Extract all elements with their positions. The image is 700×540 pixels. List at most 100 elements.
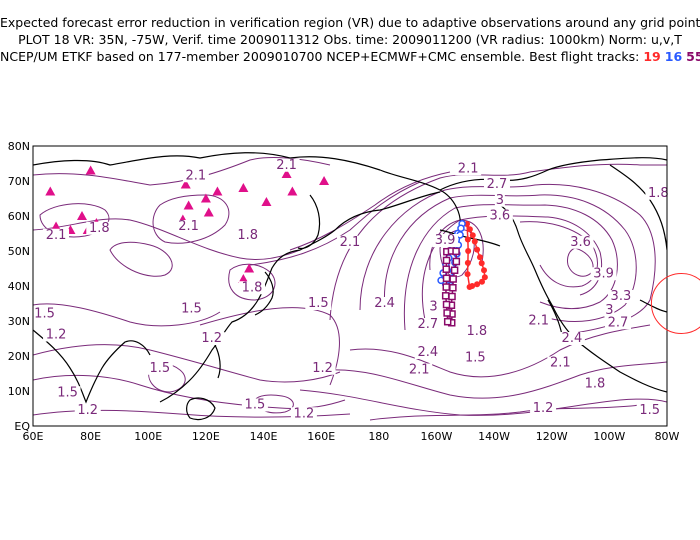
verification-region-circle [650, 273, 700, 334]
flight-track-point [466, 226, 473, 233]
contour-label-bg [241, 398, 268, 412]
contour-label: 1.5 [149, 361, 170, 376]
contour-label-bg [305, 297, 332, 310]
flight-track-point [443, 309, 451, 317]
contour-label: 2.1 [528, 314, 549, 329]
flight-track-point [469, 232, 476, 239]
coastlines [33, 152, 667, 421]
contour-label-bg [463, 325, 490, 338]
coastline-kamchatka [297, 194, 321, 250]
contour-label: 1.8 [242, 280, 263, 295]
contour-label: 1.2 [294, 406, 315, 421]
contour-label: 1.2 [46, 328, 67, 343]
flight-track-point [443, 317, 452, 326]
contour-label: 2.7 [487, 177, 508, 192]
contour-labels: 2.1 2.1 2.1 1.8 2.1 1.8 2.1 1.8 1.5 1.5 1.5 1.2 1.2 1… [31, 158, 672, 421]
flight-track-point [448, 292, 456, 301]
latitude-labels: 80N 70N 60N 50N 40N 30N 20N 10N EQ [8, 140, 31, 433]
contour-label-bg [74, 403, 101, 417]
plot-header: Expected forecast error reduction in ver… [0, 14, 700, 65]
contour-label-bg [175, 220, 202, 233]
contour-label: 3 [496, 193, 504, 208]
contour-2-1-south [349, 324, 651, 378]
contour-label-bg [43, 228, 70, 242]
contour-label-bg [414, 318, 441, 331]
contour-label-bg [31, 307, 58, 321]
contour-3-6-east [519, 221, 598, 288]
contour-label-bg [605, 316, 632, 330]
flight-track-point [449, 275, 457, 283]
contour-label-bg [432, 234, 459, 247]
lon-label: 100E [134, 430, 162, 443]
flight-track-point [464, 259, 471, 266]
coastline-gulf [639, 299, 667, 313]
contour-label-bg [239, 281, 266, 295]
lat-label: 40N [8, 280, 30, 293]
observation-triangle-marker [244, 263, 255, 273]
lon-label: 100W [593, 430, 625, 443]
contour-label-bg [54, 386, 81, 400]
contour-label: 1.8 [585, 377, 606, 392]
contour-3-9-east [567, 247, 594, 277]
lon-label: 180 [368, 430, 389, 443]
flight-track-point [466, 284, 473, 291]
flight-track-55 [441, 247, 461, 327]
contour-label-bg [558, 332, 585, 345]
contour-label-bg [607, 290, 634, 303]
track-number-19: 19 [643, 49, 661, 64]
coastline-philippines [214, 344, 221, 379]
contour-3-0-pacific [403, 204, 618, 331]
contour-label-bg [494, 193, 505, 207]
contour-label-bg [290, 407, 317, 421]
contour-label-bg [645, 186, 672, 200]
contour-1-8-loop-a [109, 241, 173, 277]
lon-label: 120E [192, 430, 220, 443]
contour-label: 1.2 [312, 361, 333, 376]
coastline-japan [254, 271, 274, 316]
contour-label: 1.5 [245, 398, 266, 413]
flight-track-point [457, 224, 465, 232]
contour-label-bg [547, 356, 574, 370]
observation-triangle-marker [85, 165, 96, 175]
contour-label-bg [567, 235, 594, 249]
observation-triangle-marker [203, 207, 214, 217]
contour-label-bg [483, 178, 510, 191]
flight-track-point [452, 247, 460, 256]
flight-track-point [449, 284, 457, 292]
contour-label-bg [43, 328, 70, 342]
lat-label: 80N [8, 140, 30, 153]
lat-label: 30N [8, 315, 30, 328]
contour-label-bg [234, 228, 261, 242]
flight-track-point [464, 271, 471, 278]
contour-1-5-south [299, 389, 667, 416]
contour-label: 2.1 [185, 168, 206, 183]
contour-label: 1.2 [201, 331, 222, 346]
contour-label: 1.8 [89, 221, 110, 236]
contour-label-bg [178, 302, 205, 316]
contour-label-bg [530, 402, 557, 415]
contour-label: 1.2 [533, 401, 554, 416]
observation-triangle-marker [51, 221, 62, 231]
contour-label: 2.1 [46, 228, 67, 243]
contour-label: 1.5 [57, 385, 78, 400]
coastline-north-america-west [499, 204, 667, 393]
contour-label: 2.1 [276, 158, 297, 173]
lat-label: 60N [8, 210, 30, 223]
contour-1-8-asia [33, 218, 301, 261]
lat-label: 70N [8, 175, 30, 188]
coastline-asia-east [159, 191, 441, 403]
contour-label: 2.7 [417, 317, 438, 332]
observation-triangle-marker [261, 197, 272, 206]
observation-triangle-marker [238, 274, 249, 283]
flight-track-point [442, 300, 451, 309]
flight-track-19 [464, 221, 488, 291]
observation-triangle-marker [319, 176, 330, 185]
coastline-india [33, 329, 151, 404]
contour-label-bg [455, 162, 482, 176]
lon-label: 60E [23, 430, 44, 443]
contour-label-bg [604, 304, 615, 317]
coastline-alaska [439, 157, 667, 191]
lon-label: 80E [80, 430, 101, 443]
lat-label: EQ [14, 420, 30, 433]
contour-label-bg [406, 363, 433, 377]
